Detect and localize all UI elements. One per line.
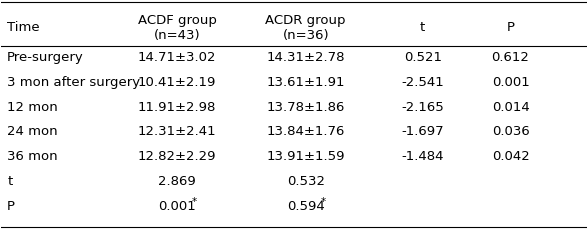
Text: -1.484: -1.484 xyxy=(402,149,444,162)
Text: 24 mon: 24 mon xyxy=(7,125,58,138)
Text: 14.71±3.02: 14.71±3.02 xyxy=(138,51,216,64)
Text: 13.91±1.59: 13.91±1.59 xyxy=(266,149,345,162)
Text: ACDR group
(n=36): ACDR group (n=36) xyxy=(265,14,346,42)
Text: 0.612: 0.612 xyxy=(492,51,529,64)
Text: 0.521: 0.521 xyxy=(404,51,442,64)
Text: 2.869: 2.869 xyxy=(158,174,196,187)
Text: 13.84±1.76: 13.84±1.76 xyxy=(266,125,345,138)
Text: Pre-surgery: Pre-surgery xyxy=(7,51,84,64)
Text: 11.91±2.98: 11.91±2.98 xyxy=(138,100,216,113)
Text: 0.532: 0.532 xyxy=(287,174,325,187)
Text: 0.001: 0.001 xyxy=(492,76,529,88)
Text: 13.61±1.91: 13.61±1.91 xyxy=(266,76,345,88)
Text: 13.78±1.86: 13.78±1.86 xyxy=(266,100,345,113)
Text: 0.014: 0.014 xyxy=(492,100,529,113)
Text: *: * xyxy=(321,196,326,206)
Text: P: P xyxy=(7,199,15,212)
Text: 0.036: 0.036 xyxy=(492,125,529,138)
Text: -2.541: -2.541 xyxy=(402,76,444,88)
Text: -1.697: -1.697 xyxy=(402,125,444,138)
Text: 0.594: 0.594 xyxy=(287,199,325,212)
Text: 36 mon: 36 mon xyxy=(7,149,58,162)
Text: ACDF group
(n=43): ACDF group (n=43) xyxy=(138,14,216,42)
Text: 3 mon after surgery: 3 mon after surgery xyxy=(7,76,141,88)
Text: 14.31±2.78: 14.31±2.78 xyxy=(266,51,345,64)
Text: 12.31±2.41: 12.31±2.41 xyxy=(138,125,216,138)
Text: 12.82±2.29: 12.82±2.29 xyxy=(138,149,216,162)
Text: 10.41±2.19: 10.41±2.19 xyxy=(138,76,216,88)
Text: P: P xyxy=(506,21,514,34)
Text: -2.165: -2.165 xyxy=(402,100,444,113)
Text: 0.042: 0.042 xyxy=(492,149,529,162)
Text: t: t xyxy=(7,174,12,187)
Text: 0.001: 0.001 xyxy=(158,199,196,212)
Text: 12 mon: 12 mon xyxy=(7,100,58,113)
Text: *: * xyxy=(192,196,198,206)
Text: Time: Time xyxy=(7,21,40,34)
Text: t: t xyxy=(420,21,425,34)
